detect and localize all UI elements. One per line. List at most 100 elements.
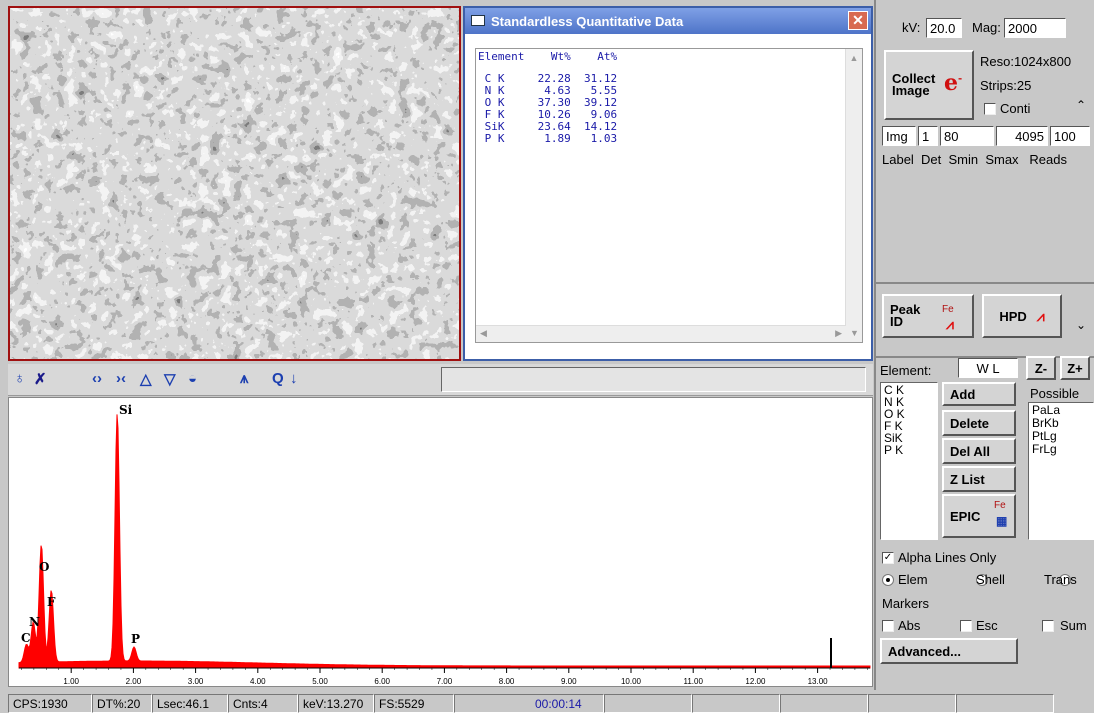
scale-up-icon[interactable]: △ [140, 371, 152, 388]
z-list-button[interactable]: Z List [942, 466, 1016, 492]
element-list-item[interactable]: C K [884, 383, 905, 397]
conti-checkbox[interactable] [984, 103, 996, 115]
mag-label: Mag: [972, 20, 1001, 35]
peak-id-button[interactable]: Peak ID Fe ⩘ [882, 294, 974, 338]
spectrum-icon[interactable]: ⩚ [240, 370, 249, 387]
elem-label: Elem [898, 572, 928, 587]
quant-text-area: Element Wt% At% C K 22.28 31.12 N K 4.63… [475, 48, 863, 343]
peak-label: Peak [890, 302, 921, 317]
sum-label: Sum [1060, 618, 1087, 633]
elem-radio[interactable] [882, 574, 894, 586]
x-tick-label: 2.00 [126, 677, 142, 686]
down-arrow-icon[interactable]: ↓ [290, 370, 298, 387]
add-button[interactable]: Add [942, 382, 1016, 406]
divider [876, 282, 1094, 284]
scroll-left-icon[interactable]: ◀ [480, 328, 487, 338]
collect-image-button[interactable]: Collect Image e- [884, 50, 974, 120]
field-labels: Label Det Smin Smax Reads [882, 152, 1067, 167]
quant-row: F K 10.26 9.06 [478, 108, 618, 121]
shell-label: Shell [976, 572, 1005, 587]
wl-field[interactable]: W L [958, 358, 1018, 378]
z-minus-button[interactable]: Z- [1026, 356, 1056, 380]
peak-label: F [47, 595, 56, 609]
quant-row: C K 22.28 31.12 [478, 72, 618, 85]
esc-label: Esc [976, 618, 998, 633]
possible-list[interactable]: PaLa BrKb PtLg FrLg [1028, 402, 1094, 540]
expand-chevron-icon[interactable]: ⌄ [1076, 318, 1087, 332]
zoom-icon[interactable]: Q [272, 370, 284, 387]
abs-checkbox[interactable] [882, 620, 894, 632]
quant-row: N K 4.63 5.55 [478, 84, 618, 97]
possible-list-item[interactable]: PaLa [1032, 403, 1061, 417]
quant-window-titlebar[interactable]: Standardless Quantitative Data ✕ [465, 8, 871, 34]
trans-radio[interactable] [1059, 574, 1072, 586]
horizontal-scrollbar[interactable]: ◀ ▶ [476, 325, 846, 342]
hpd-label: HPD [999, 308, 1027, 324]
hpd-button[interactable]: HPD ⩘ [982, 294, 1062, 338]
clear-icon[interactable]: ✗ [34, 371, 47, 388]
possible-list-item[interactable]: FrLg [1032, 442, 1057, 456]
shell-radio[interactable] [975, 574, 988, 586]
reads-field[interactable]: 100 [1050, 126, 1090, 146]
alpha-lines-checkbox[interactable]: ✓ [882, 552, 894, 564]
element-list-item[interactable]: O K [884, 407, 905, 421]
delete-button[interactable]: Delete [942, 410, 1016, 436]
mag-input[interactable]: 2000 [1004, 18, 1066, 38]
kev-status: keV:13.270 [298, 694, 374, 713]
status-empty-5 [956, 694, 1054, 713]
spectrum-info-field [441, 367, 866, 392]
element-list-item[interactable]: P K [884, 443, 904, 457]
collapse-icon[interactable]: ⌃ [1076, 98, 1087, 112]
eraser-icon[interactable]: ◒ [188, 370, 198, 387]
possible-list-item[interactable]: BrKb [1032, 416, 1059, 430]
spectrum-plot[interactable]: 1.00 2.00 3.00 4.00 5.00 6.00 7.00 8.00 9.00 10.0… [8, 397, 885, 687]
grid-icon: ▦ [996, 514, 1008, 528]
expand-icon[interactable]: ‹› [92, 370, 102, 387]
smax-field[interactable]: 4095 [996, 126, 1048, 146]
scroll-right-icon[interactable]: ▶ [835, 328, 842, 338]
epic-label: EPIC [950, 508, 981, 524]
quant-header: Element Wt% At% [478, 50, 618, 63]
smin-field[interactable]: 80 [940, 126, 994, 146]
markers-label: Markers [882, 596, 929, 611]
kv-label: kV: [902, 20, 921, 35]
collect-label: Collect [892, 71, 936, 86]
element-list-item[interactable]: F K [884, 419, 903, 433]
img-field[interactable]: Img [882, 126, 916, 146]
element-list-item[interactable]: N K [884, 395, 905, 409]
esc-checkbox[interactable] [960, 620, 972, 632]
possible-list-item[interactable]: PtLg [1032, 429, 1057, 443]
peak-icon: ⩘ [946, 316, 954, 332]
element-list-item[interactable]: SiK [884, 431, 903, 445]
x-tick-label: 13.00 [808, 677, 829, 686]
advanced-button[interactable]: Advanced... [880, 638, 1018, 664]
contract-icon[interactable]: ›‹ [116, 370, 126, 387]
quant-data-window[interactable]: Standardless Quantitative Data ✕ Element… [463, 6, 873, 361]
image-label: Image [892, 83, 930, 98]
peak-label: N [29, 615, 40, 629]
kv-input[interactable]: 20.0 [926, 18, 962, 38]
x-tick-label: 5.00 [312, 677, 328, 686]
alpha-lines-label: Alpha Lines Only [898, 550, 997, 565]
probe-icon[interactable]: ♁ [14, 370, 26, 387]
possible-label: Possible [1030, 386, 1080, 401]
epic-button[interactable]: EPIC Fe ▦ [942, 494, 1016, 538]
scroll-up-icon[interactable]: ▲ [849, 53, 859, 63]
cps-status: CPS:1930 [8, 694, 92, 713]
status-bar: CPS:1930 DT%:20 Lsec:46.1 Cnts:4 keV:13.… [8, 694, 1094, 713]
scale-down-icon[interactable]: ▽ [164, 371, 176, 388]
strips-label: Strips:25 [980, 78, 1032, 93]
det-field[interactable]: 1 [918, 126, 938, 146]
right-control-panel: kV: 20.0 Mag: 2000 Collect Image e- Reso… [874, 0, 1094, 690]
scroll-down-icon[interactable]: ▼ [850, 328, 859, 338]
z-plus-button[interactable]: Z+ [1060, 356, 1090, 380]
divider [876, 356, 1094, 358]
lsec-status: Lsec:46.1 [152, 694, 228, 713]
sum-checkbox[interactable] [1042, 620, 1054, 632]
peak-label: Si [119, 403, 133, 417]
quant-row: P K 1.89 1.03 [478, 132, 618, 145]
close-icon[interactable]: ✕ [848, 11, 868, 30]
vertical-scrollbar[interactable]: ▲ ▼ [845, 49, 862, 342]
del-all-button[interactable]: Del All [942, 438, 1016, 464]
